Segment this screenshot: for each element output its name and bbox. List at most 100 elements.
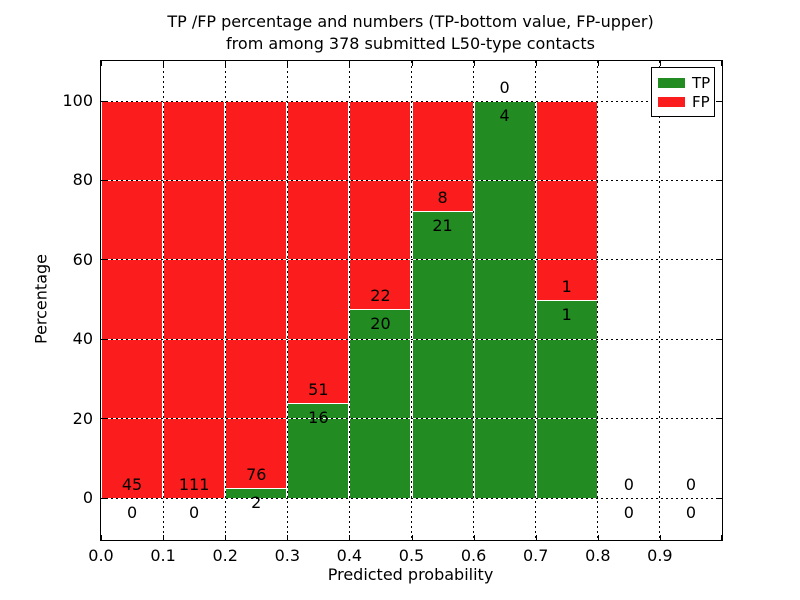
bar-tp-segment (474, 101, 535, 498)
plot-area: TP FP 0.0 0.1 0.2 0.3 0.4 0.5 0.6 0.7 0.8 0.9 0 20 4… (62, 60, 723, 565)
chart-title: TP /FP percentage and numbers (TP-bottom… (100, 11, 721, 55)
y-tick-label: 100 (62, 91, 93, 110)
x-tick (411, 535, 413, 540)
tp-count-label: 0 (126, 503, 138, 522)
gridline-h (101, 418, 722, 420)
y-tick (101, 338, 106, 340)
fp-legend-swatch (658, 96, 685, 107)
bar-tp-segment (536, 299, 597, 498)
y-tick-label: 20 (72, 408, 93, 428)
x-tick (659, 535, 661, 540)
x-tick (721, 535, 722, 540)
y-tick (101, 418, 106, 420)
x-tick (473, 61, 475, 66)
y-tick (717, 418, 722, 420)
gridline-v (224, 61, 226, 540)
x-tick-label: 0.2 (212, 546, 238, 565)
legend-item-fp: FP (658, 92, 710, 111)
fp-count-label: 22 (370, 285, 391, 305)
gridline-v (659, 61, 661, 540)
gridline-h (101, 497, 722, 499)
y-tick-label: 0 (82, 488, 93, 507)
x-tick-label: 0.6 (460, 546, 487, 565)
gridline-h (101, 100, 722, 102)
gridline-v (411, 61, 412, 540)
legend: TP FP (651, 67, 715, 117)
tp-count-label: 0 (189, 503, 200, 522)
bar-fp-segment (226, 101, 287, 488)
tp-count-label: 1 (561, 304, 572, 324)
tp-count-label: 0 (623, 503, 634, 522)
y-tick (717, 100, 722, 102)
tp-count-label: 20 (370, 313, 391, 333)
tp-count-label: 16 (308, 408, 329, 428)
bar-fp-segment (164, 101, 225, 498)
bar-fp-segment (536, 101, 597, 300)
x-tick-label: 0.5 (398, 546, 425, 565)
y-tick (101, 179, 106, 181)
y-tick (101, 100, 106, 102)
bar-tp-segment (412, 210, 473, 498)
x-tick (535, 61, 537, 66)
x-tick (101, 61, 102, 66)
x-tick (287, 535, 289, 540)
fp-count-label: 111 (178, 475, 210, 494)
bar-tp-segment (350, 308, 411, 498)
x-tick-label: 0.9 (647, 546, 673, 565)
gridline-v (597, 61, 599, 540)
y-tick (717, 259, 722, 261)
bar-fp-segment (288, 101, 349, 404)
gridline-v (162, 61, 164, 540)
x-tick-label: 0.1 (150, 546, 176, 565)
tp-legend-swatch (658, 77, 685, 88)
x-tick-label: 0.8 (585, 546, 611, 565)
x-axis-label: Predicted probability (327, 565, 494, 584)
x-tick-label: 0.7 (522, 546, 549, 565)
x-tick-label: 0.4 (336, 546, 363, 565)
fp-count-label: 0 (623, 475, 634, 494)
x-tick (473, 535, 475, 540)
fp-count-label: 8 (437, 187, 448, 207)
x-tick (597, 535, 599, 540)
y-tick (717, 179, 722, 181)
x-tick-label: 0.3 (274, 546, 301, 565)
tp-count-label: 2 (251, 492, 262, 512)
bar-tp-segment (226, 487, 287, 498)
x-tick (411, 61, 413, 66)
y-tick-label: 60 (72, 249, 93, 269)
fp-count-label: 45 (121, 475, 143, 494)
x-tick (225, 535, 227, 540)
y-tick (101, 497, 106, 499)
gridline-h (101, 338, 722, 340)
legend-item-tp: TP (658, 73, 711, 92)
y-tick (717, 497, 722, 499)
y-tick-label: 40 (72, 329, 93, 349)
tp-count-label: 0 (685, 503, 697, 522)
y-tick (717, 338, 722, 340)
bar-fp-segment (412, 101, 473, 211)
gridline-h (101, 179, 722, 181)
gridline-h (101, 259, 722, 261)
x-tick (535, 535, 537, 540)
x-tick-label: 0.0 (88, 546, 114, 565)
tp-count-label: 4 (499, 106, 510, 125)
bar-fp-segment (350, 101, 411, 309)
fp-legend-label: FP (692, 92, 710, 111)
x-tick (101, 535, 102, 540)
chart-title-line1: TP /FP percentage and numbers (TP-bottom… (167, 12, 654, 31)
tp-legend-label: TP (692, 73, 711, 92)
x-tick (349, 61, 351, 66)
x-tick (659, 61, 661, 66)
tp-count-label: 21 (432, 215, 453, 235)
y-tick (101, 259, 106, 261)
fp-count-label: 0 (499, 78, 510, 97)
x-tick (597, 61, 599, 66)
chart-title-line2: from among 378 submitted L50-type contac… (226, 34, 595, 53)
fp-count-label: 51 (308, 380, 329, 400)
fp-count-label: 0 (685, 475, 697, 494)
fp-count-label: 1 (561, 276, 572, 296)
x-tick (349, 535, 351, 540)
x-tick (225, 61, 227, 66)
x-tick (163, 535, 165, 540)
